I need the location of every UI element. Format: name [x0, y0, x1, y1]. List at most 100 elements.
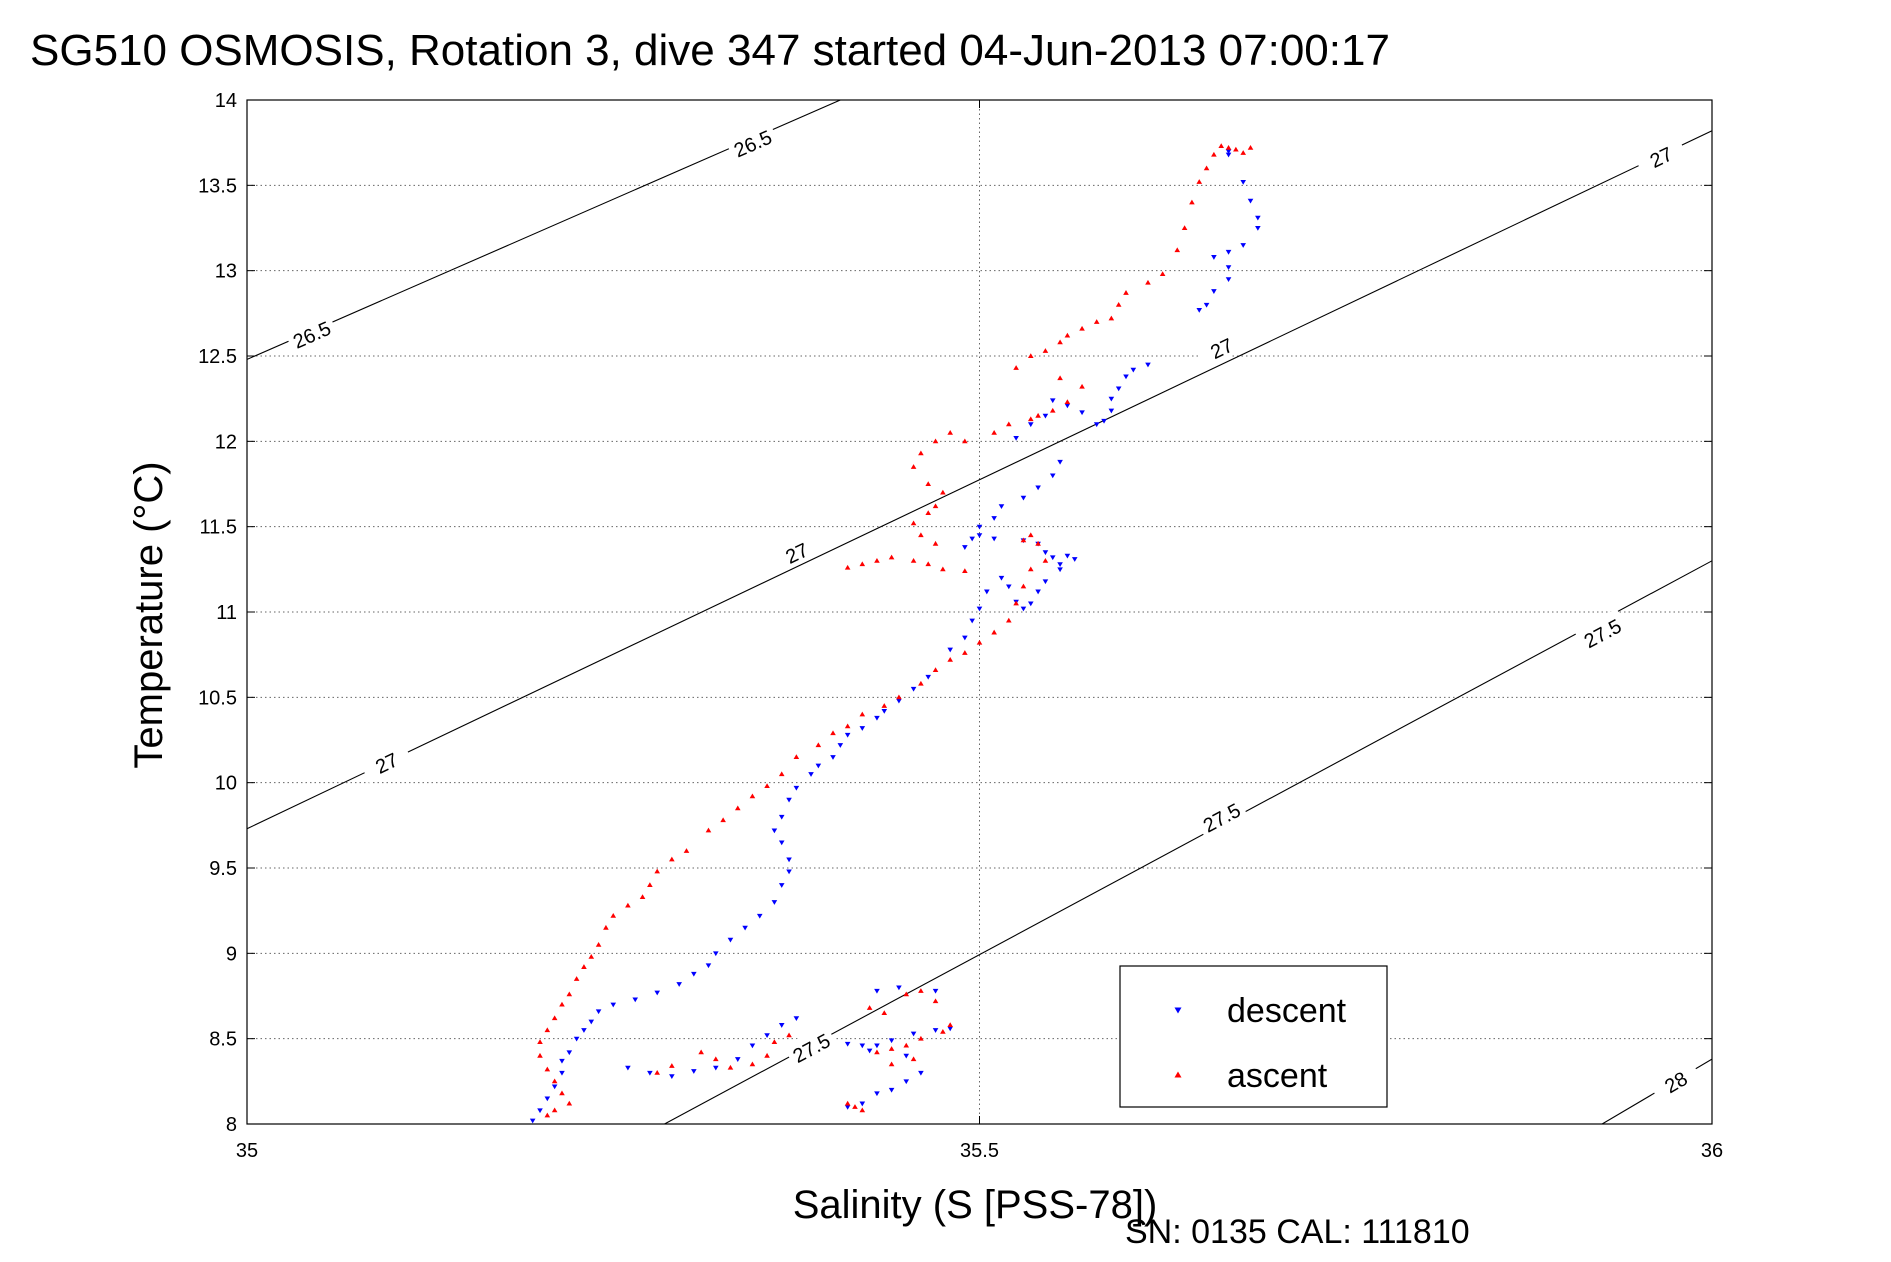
data-point-descent [925, 674, 932, 680]
data-point-ascent [918, 1035, 924, 1041]
data-point-ascent [991, 430, 997, 435]
data-point-descent [1006, 584, 1012, 590]
legend-label-descent: descent [1227, 992, 1347, 1030]
data-point-ascent [947, 1022, 953, 1027]
data-point-ascent [537, 1052, 543, 1058]
data-point-descent [647, 1070, 653, 1076]
data-point-ascent [749, 793, 756, 799]
data-point-descent [815, 763, 822, 769]
data-point-descent [676, 982, 682, 987]
x-tick-label: 36 [1701, 1140, 1723, 1162]
data-point-ascent [1079, 383, 1085, 389]
data-point-descent [1240, 243, 1246, 248]
data-point-descent [551, 1084, 558, 1090]
data-point-descent [859, 1101, 866, 1107]
data-point-descent [1035, 485, 1041, 491]
data-point-descent [1042, 550, 1049, 556]
data-point-ascent [859, 711, 866, 717]
data-point-ascent [962, 650, 968, 655]
chart-title: SG510 OSMOSIS, Rotation 3, dive 347 star… [30, 26, 1390, 75]
data-point-ascent [1049, 407, 1056, 413]
data-point-descent [1225, 277, 1232, 282]
data-point-ascent [566, 1100, 573, 1106]
serial-calibration-note: SN: 0135 CAL: 111810 [1125, 1213, 1470, 1251]
data-point-descent [559, 1058, 565, 1064]
data-point-descent [1255, 215, 1261, 221]
data-point-ascent [976, 639, 983, 645]
data-point-ascent [844, 564, 851, 570]
data-point-ascent [713, 1056, 719, 1062]
data-point-ascent [1013, 600, 1019, 606]
data-point-ascent [683, 848, 690, 853]
data-point-descent [778, 840, 785, 846]
data-point-ascent [727, 1064, 734, 1070]
data-point-ascent [1042, 558, 1049, 563]
data-point-ascent [654, 868, 660, 874]
data-point-descent [1064, 553, 1071, 559]
contour-label-27.5: 27.5 [1193, 793, 1249, 839]
data-point-descent [1020, 606, 1027, 612]
data-point-descent [837, 743, 844, 748]
data-point-descent [1211, 255, 1217, 260]
data-point-descent [1013, 435, 1019, 441]
data-point-ascent [793, 754, 800, 760]
data-point-ascent [537, 1039, 543, 1045]
contour-label-27: 27 [358, 739, 414, 784]
data-point-ascent [1042, 348, 1049, 353]
data-point-descent [764, 1033, 770, 1039]
data-point-descent [1049, 398, 1056, 404]
data-point-ascent [1196, 179, 1203, 184]
data-point-ascent [1020, 537, 1027, 543]
y-tick-label: 9 [226, 943, 237, 965]
data-point-ascent [874, 1049, 880, 1055]
data-point-ascent [852, 1104, 858, 1109]
data-point-ascent [888, 1061, 895, 1067]
data-point-descent [713, 1065, 719, 1071]
data-point-descent [888, 1038, 895, 1044]
data-point-descent [998, 504, 1005, 509]
data-point-ascent [881, 1010, 888, 1016]
data-point-ascent [1225, 144, 1232, 150]
data-point-ascent [925, 481, 932, 486]
data-point-ascent [1218, 143, 1225, 149]
data-point-ascent [625, 902, 631, 908]
data-point-descent [808, 772, 814, 777]
data-point-ascent [1247, 144, 1254, 150]
data-point-descent [830, 755, 836, 760]
data-point-ascent [654, 1070, 660, 1075]
data-point-descent [918, 1070, 924, 1076]
data-point-ascent [603, 924, 609, 930]
data-point-descent [910, 686, 917, 692]
data-point-descent [1247, 198, 1254, 204]
data-point-ascent [551, 1078, 558, 1084]
data-point-ascent [1027, 532, 1034, 538]
data-point-ascent [595, 942, 602, 947]
data-point-descent [1027, 601, 1034, 607]
data-point-ascent [940, 1029, 946, 1034]
contour-label-28: 28 [1647, 1057, 1703, 1104]
data-point-ascent [720, 817, 726, 823]
data-point-ascent [947, 430, 953, 435]
data-point-ascent [1093, 319, 1100, 324]
data-point-descent [1027, 422, 1034, 428]
data-point-ascent [1057, 375, 1063, 381]
data-point-ascent [918, 988, 924, 993]
data-point-descent [537, 1108, 543, 1114]
data-point-ascent [705, 827, 712, 833]
data-point-ascent [1174, 247, 1181, 253]
data-point-ascent [815, 742, 822, 748]
data-point-ascent [786, 1032, 792, 1038]
data-point-descent [742, 925, 748, 931]
data-point-ascent [1006, 617, 1012, 623]
legend: descent ascent [1119, 965, 1388, 1108]
data-point-descent [991, 516, 997, 521]
data-point-descent [1071, 557, 1078, 562]
data-point-ascent [844, 1100, 851, 1106]
data-point-ascent [1108, 315, 1115, 321]
data-point-descent [903, 1053, 910, 1059]
legend-box [1119, 965, 1388, 1108]
y-tick-label: 9.5 [209, 858, 237, 880]
data-point-ascent [559, 1001, 565, 1007]
data-point-descent [566, 1050, 573, 1056]
data-point-descent [998, 575, 1005, 581]
